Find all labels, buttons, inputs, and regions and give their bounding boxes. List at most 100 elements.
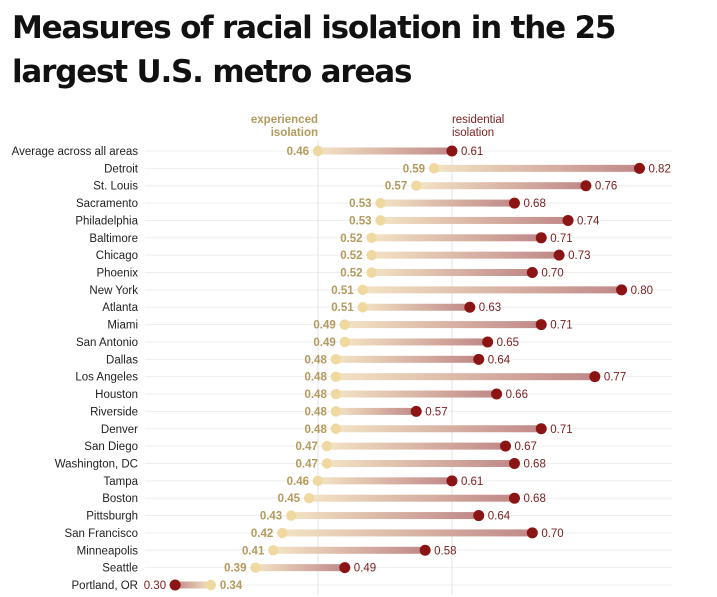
category-label: Baltimore — [89, 233, 138, 245]
experienced-value-label: 0.51 — [331, 302, 354, 314]
experienced-dot — [250, 562, 261, 573]
experienced-value-label: 0.41 — [242, 545, 265, 557]
residential-value-label: 0.30 — [144, 580, 166, 592]
residential-value-label: 0.67 — [515, 441, 537, 453]
residential-value-label: 0.74 — [577, 215, 600, 227]
residential-dot — [508, 492, 520, 504]
category-label: Riverside — [90, 406, 138, 418]
residential-dot — [562, 214, 574, 226]
category-label: Los Angeles — [75, 372, 138, 384]
category-label: Portland, OR — [72, 580, 138, 592]
residential-dot — [482, 336, 494, 348]
residential-value-label: 0.68 — [523, 198, 545, 210]
data-row: Miami 0.49 0.71 — [107, 319, 573, 332]
category-label: Dallas — [106, 354, 138, 366]
experienced-value-label: 0.57 — [385, 181, 407, 193]
residential-dot — [473, 353, 485, 365]
experienced-value-label: 0.49 — [313, 337, 335, 349]
residential-dot — [535, 319, 547, 331]
residential-dot — [580, 180, 592, 192]
connector-bar — [335, 425, 542, 433]
connector-bar — [335, 355, 479, 363]
connector-bar — [291, 512, 479, 520]
experienced-dot — [366, 249, 377, 261]
connector-bar — [335, 407, 417, 415]
category-label: Seattle — [102, 563, 138, 575]
experienced-value-label: 0.52 — [340, 250, 362, 262]
connector-bar — [362, 303, 470, 311]
connector-bar — [335, 390, 497, 398]
data-row: Dallas 0.48 0.64 — [106, 353, 511, 366]
experienced-value-label: 0.59 — [403, 163, 425, 175]
residential-value-label: 0.68 — [523, 458, 545, 470]
experienced-dot — [330, 406, 342, 417]
connector-bar — [371, 269, 533, 277]
experienced-dot — [268, 545, 279, 556]
residential-dot — [491, 388, 503, 400]
experienced-dot — [411, 180, 422, 191]
legend-label-line: experienced — [251, 114, 318, 126]
category-label: Chicago — [96, 250, 138, 262]
experienced-dot — [330, 354, 342, 365]
category-label: San Antonio — [76, 337, 138, 349]
data-row: Riverside 0.48 0.57 — [90, 405, 448, 418]
residential-dot — [464, 301, 476, 313]
experienced-value-label: 0.48 — [304, 424, 327, 436]
experienced-dot — [286, 510, 297, 521]
experienced-dot — [366, 267, 377, 278]
residential-dot — [508, 457, 520, 469]
residential-value-label: 0.49 — [354, 563, 376, 575]
experienced-value-label: 0.42 — [251, 528, 273, 540]
experienced-dot — [321, 458, 333, 469]
residential-dot — [535, 232, 547, 244]
experienced-value-label: 0.39 — [224, 563, 246, 575]
residential-value-label: 0.66 — [506, 389, 528, 401]
residential-value-label: 0.57 — [425, 406, 447, 418]
residential-value-label: 0.61 — [461, 146, 483, 158]
residential-dot — [535, 423, 547, 435]
residential-value-label: 0.82 — [648, 163, 670, 175]
connector-bar — [282, 529, 533, 537]
connector-bar — [344, 338, 488, 346]
category-label: Boston — [102, 493, 138, 505]
data-row: San Antonio 0.49 0.65 — [76, 336, 519, 349]
residential-dot — [589, 371, 601, 383]
residential-dot — [526, 267, 538, 279]
category-label: Tampa — [103, 476, 138, 488]
category-label: Detroit — [104, 163, 139, 175]
category-label: Sacramento — [76, 198, 138, 210]
experienced-dot — [375, 197, 386, 209]
experienced-value-label: 0.47 — [296, 458, 318, 470]
category-label: Minneapolis — [77, 545, 139, 557]
legend-label-line: isolation — [452, 127, 494, 139]
connector-bar — [309, 494, 515, 502]
residential-value-label: 0.71 — [550, 424, 572, 436]
connector-bar — [434, 164, 640, 172]
residential-value-label: 0.70 — [541, 268, 563, 280]
residential-dot — [508, 197, 520, 209]
experienced-dot — [357, 302, 368, 313]
category-label: Houston — [95, 389, 138, 401]
residential-dot — [169, 579, 181, 591]
experienced-value-label: 0.46 — [287, 146, 309, 158]
connector-bar — [318, 477, 452, 485]
data-row: Houston 0.48 0.66 — [95, 388, 528, 401]
experienced-dot — [321, 440, 333, 452]
data-row: Los Angeles 0.48 0.77 — [75, 371, 626, 384]
experienced-dot — [366, 232, 377, 243]
residential-value-label: 0.76 — [595, 181, 617, 193]
experienced-value-label: 0.48 — [304, 354, 327, 366]
data-row: New York 0.51 0.80 — [89, 284, 653, 297]
experienced-value-label: 0.48 — [304, 372, 327, 384]
experienced-value-label: 0.47 — [296, 441, 318, 453]
chart-rows: Average across all areas 0.46 0.61 Detroit 0… — [12, 145, 671, 592]
experienced-value-label: 0.48 — [304, 389, 327, 401]
experienced-value-label: 0.53 — [349, 215, 371, 227]
experienced-dot — [339, 336, 350, 348]
experienced-dot — [312, 475, 324, 487]
data-row: Minneapolis 0.41 0.58 — [77, 544, 457, 557]
data-row: Phoenix 0.52 0.70 — [96, 267, 564, 280]
experienced-value-label: 0.46 — [287, 476, 309, 488]
